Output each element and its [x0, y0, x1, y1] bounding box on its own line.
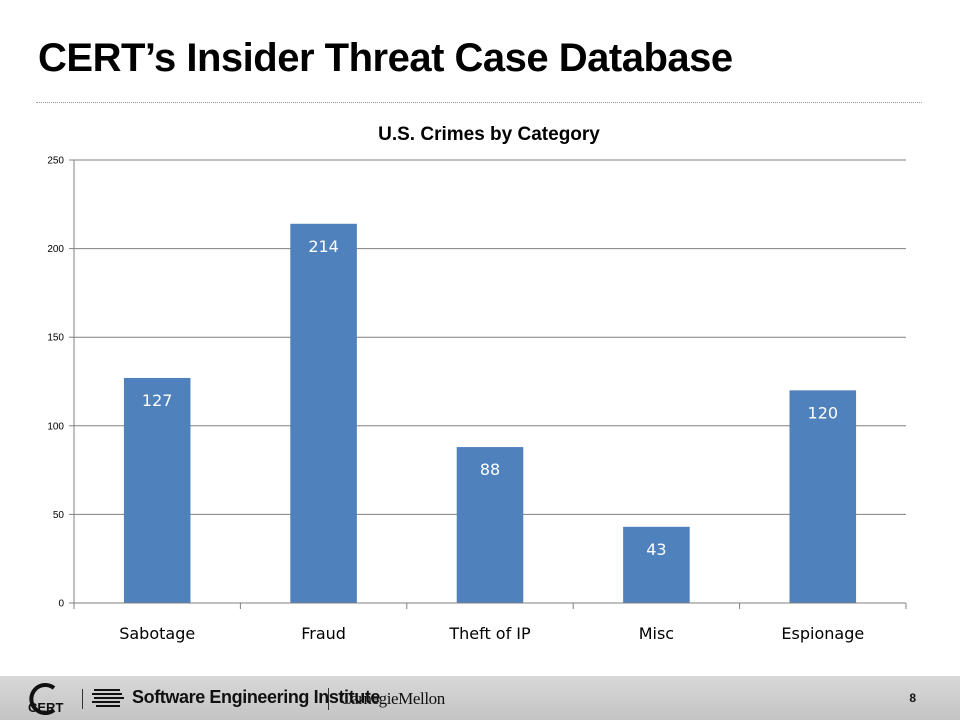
slide-title: CERT’s Insider Threat Case Database — [38, 36, 733, 80]
x-tick-label: Espionage — [781, 624, 864, 643]
title-divider — [36, 102, 922, 103]
sei-logo-icon — [92, 689, 124, 707]
x-tick-label: Fraud — [301, 624, 346, 643]
axes — [69, 159, 907, 609]
bar — [290, 223, 357, 604]
chart-title: U.S. Crimes by Category — [378, 124, 600, 145]
bars — [123, 223, 857, 604]
footer-bar: CERT Software Engineering Institute Carn… — [0, 676, 960, 720]
bar-value-label: 88 — [480, 460, 500, 479]
labels: 0 50 100 150 200 250 127 Sabotage 214 Fraud 88 Thef… — [47, 156, 864, 644]
y-tick-label: 100 — [47, 421, 64, 432]
x-tick-label: Sabotage — [119, 624, 195, 643]
bar — [623, 526, 690, 603]
bar — [456, 447, 524, 603]
cmu-label: CarnegieMellon — [340, 689, 445, 708]
sei-label: Software Engineering Institute — [132, 687, 381, 707]
bar-value-label: 120 — [808, 403, 839, 422]
cert-logo-icon: CERT — [28, 683, 63, 715]
cert-logo-text: CERT — [28, 700, 63, 715]
footer-divider — [82, 689, 83, 709]
footer-divider — [328, 688, 329, 710]
bar — [789, 390, 857, 603]
y-tick-label: 250 — [47, 156, 64, 167]
x-tick-label: Misc — [639, 624, 674, 643]
y-tick-label: 150 — [47, 333, 64, 344]
bar-value-label: 214 — [308, 237, 339, 256]
y-tick-label: 50 — [53, 510, 65, 521]
bar-value-label: 43 — [646, 540, 666, 559]
bar-value-label: 127 — [142, 391, 173, 410]
x-tick-label: Theft of IP — [448, 624, 531, 643]
bar-chart: U.S. Crimes by Category 0 50 100 150 200 250 1… — [47, 124, 907, 644]
page-number: 8 — [909, 691, 916, 705]
bar — [123, 377, 191, 603]
y-tick-label: 200 — [47, 244, 64, 255]
y-tick-label: 0 — [58, 599, 64, 610]
